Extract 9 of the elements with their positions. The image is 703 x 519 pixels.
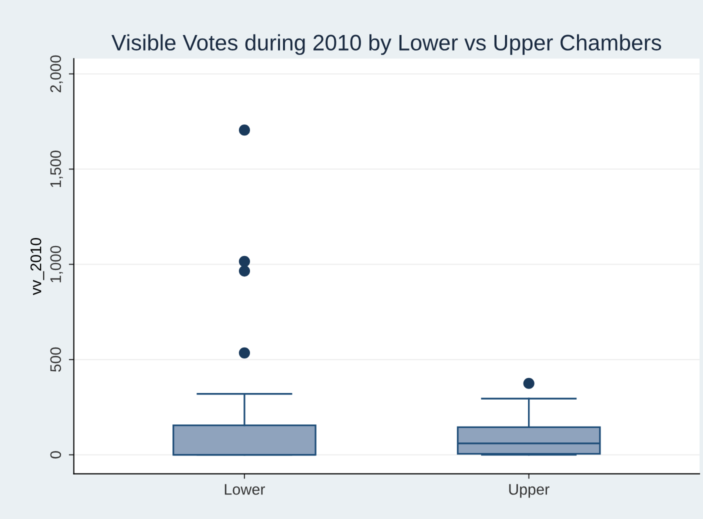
y-tick-label: 500 bbox=[50, 347, 62, 372]
y-tick-label: 2,000 bbox=[50, 55, 63, 92]
y-axis-title: vv_2010 bbox=[30, 238, 44, 296]
x-tick-label: Upper bbox=[509, 484, 550, 498]
y-tick-label: 0 bbox=[50, 451, 62, 458]
y-tick-label: 1,000 bbox=[50, 246, 63, 282]
chart-title: Visible Votes during 2010 by Lower vs Upper Chambers bbox=[112, 34, 662, 55]
y-tick-label: 1,500 bbox=[50, 150, 63, 188]
x-tick-label: Lower bbox=[224, 484, 266, 495]
